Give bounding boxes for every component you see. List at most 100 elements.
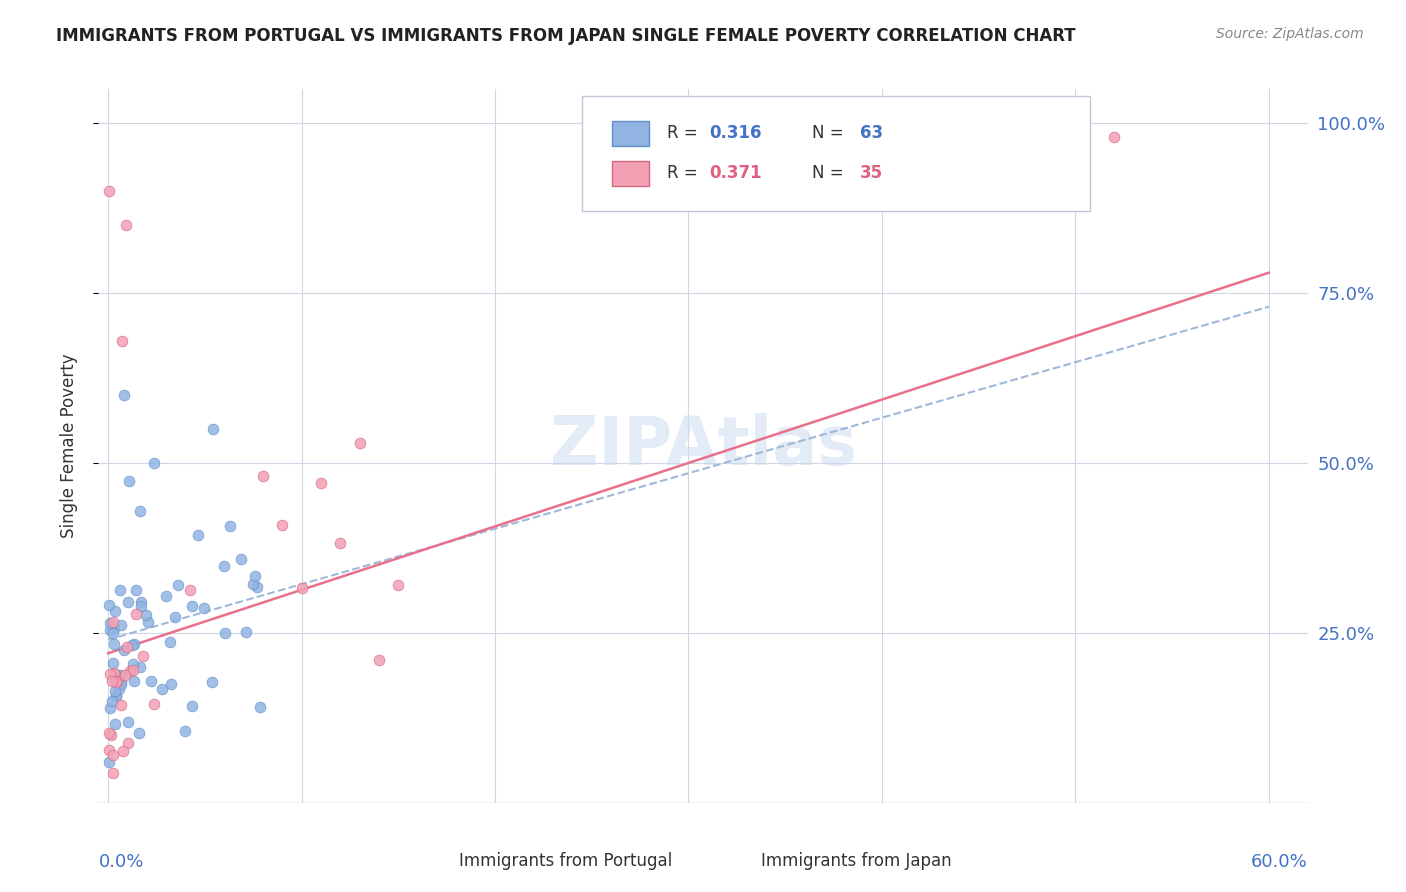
Point — [110, 698, 132, 712]
Text: R =: R = — [666, 164, 703, 182]
Point — [110, 334, 132, 348]
Point — [246, 580, 269, 594]
Point — [111, 744, 134, 758]
Point — [193, 600, 215, 615]
Point — [118, 664, 141, 678]
Point — [104, 675, 127, 690]
Point — [117, 714, 139, 729]
Point — [129, 660, 152, 674]
Text: 0.316: 0.316 — [709, 125, 762, 143]
Point — [104, 604, 127, 618]
Point — [104, 683, 127, 698]
Point — [128, 503, 150, 517]
Point — [290, 581, 312, 595]
Text: 0.371: 0.371 — [709, 164, 762, 182]
Point — [115, 218, 138, 232]
Point — [387, 578, 409, 592]
Text: N =: N = — [811, 125, 849, 143]
Y-axis label: Single Female Poverty: Single Female Poverty — [59, 354, 77, 538]
Point — [104, 667, 127, 681]
FancyBboxPatch shape — [613, 121, 648, 146]
Point — [117, 736, 139, 750]
Point — [124, 582, 146, 597]
Point — [108, 668, 131, 682]
Point — [174, 723, 197, 738]
FancyBboxPatch shape — [582, 96, 1090, 211]
Point — [122, 657, 145, 672]
Text: Immigrants from Japan: Immigrants from Japan — [761, 853, 952, 871]
Point — [179, 582, 201, 597]
Point — [1102, 129, 1125, 144]
Point — [103, 747, 125, 762]
Text: 35: 35 — [860, 164, 883, 182]
Point — [229, 552, 252, 566]
Point — [128, 726, 150, 740]
Point — [142, 456, 165, 470]
Point — [103, 615, 125, 630]
Point — [122, 673, 145, 688]
Point — [235, 624, 257, 639]
Point — [101, 656, 124, 670]
Point — [159, 676, 181, 690]
Point — [107, 682, 129, 697]
Point — [100, 694, 122, 708]
Point — [114, 388, 136, 402]
Point — [100, 700, 122, 714]
Point — [180, 599, 202, 614]
Point — [118, 474, 141, 488]
Point — [98, 667, 121, 681]
Text: 0.0%: 0.0% — [98, 853, 143, 871]
Point — [103, 665, 125, 680]
Text: ZIPAtlas: ZIPAtlas — [550, 413, 856, 479]
Point — [122, 637, 145, 651]
Point — [103, 626, 125, 640]
Text: R =: R = — [666, 125, 703, 143]
Text: N =: N = — [811, 164, 849, 182]
Point — [201, 422, 224, 436]
Point — [103, 637, 125, 651]
Point — [249, 700, 271, 714]
Point — [139, 674, 162, 689]
Point — [98, 743, 121, 757]
Point — [163, 610, 186, 624]
Point — [103, 621, 125, 635]
Point — [110, 677, 132, 691]
Point — [271, 518, 294, 533]
Point — [155, 589, 177, 603]
Point — [212, 559, 235, 574]
Text: Immigrants from Portugal: Immigrants from Portugal — [458, 853, 672, 871]
Text: 60.0%: 60.0% — [1251, 853, 1308, 871]
Point — [242, 577, 264, 591]
Point — [136, 615, 159, 630]
Point — [112, 642, 135, 657]
Point — [98, 598, 121, 612]
Point — [135, 607, 157, 622]
Point — [349, 435, 371, 450]
Point — [101, 673, 124, 688]
FancyBboxPatch shape — [721, 851, 751, 872]
Point — [110, 618, 132, 632]
Point — [368, 653, 391, 667]
Point — [245, 568, 267, 582]
Point — [187, 528, 209, 542]
Point — [108, 582, 131, 597]
Point — [103, 765, 125, 780]
Point — [125, 607, 148, 622]
Point — [110, 675, 132, 690]
Point — [117, 595, 139, 609]
Point — [150, 682, 173, 697]
Point — [104, 716, 127, 731]
Point — [201, 674, 224, 689]
Point — [104, 689, 127, 703]
Point — [105, 673, 128, 688]
Point — [219, 519, 242, 533]
Point — [159, 635, 181, 649]
Text: IMMIGRANTS FROM PORTUGAL VS IMMIGRANTS FROM JAPAN SINGLE FEMALE POVERTY CORRELAT: IMMIGRANTS FROM PORTUGAL VS IMMIGRANTS F… — [56, 27, 1076, 45]
Point — [129, 599, 152, 614]
Point — [252, 469, 274, 483]
Point — [98, 755, 121, 769]
Point — [181, 699, 204, 714]
Point — [129, 595, 152, 609]
Text: 63: 63 — [860, 125, 883, 143]
Point — [910, 129, 932, 144]
